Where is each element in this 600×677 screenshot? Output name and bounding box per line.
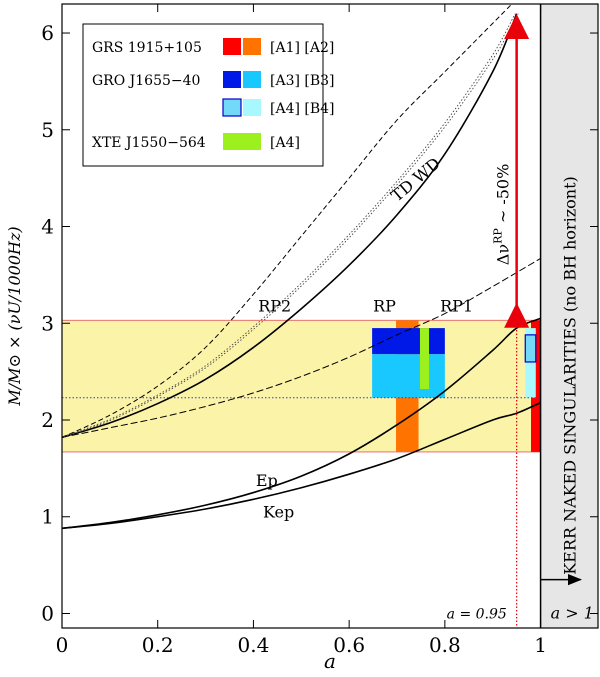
y-axis-label: M/M⊙ × (νU/1000Hz) <box>5 226 24 406</box>
legend-swatch-3-0 <box>223 133 261 150</box>
delta-symbol: Δν <box>494 244 513 265</box>
y-tick-label-5: 5 <box>41 118 54 142</box>
legend-box <box>82 23 324 167</box>
curve-label-rp: RP <box>373 297 396 316</box>
rect-A4_gro <box>524 334 537 363</box>
curve-rp2 <box>62 4 513 438</box>
naked-singularity-region <box>540 4 598 628</box>
delta-suffix: ~ -50% <box>494 164 513 229</box>
x-tick-label-2: 0.4 <box>238 633 270 657</box>
legend-tag-1: [A3] [B3] <box>270 73 335 89</box>
y-tick-label-1: 1 <box>41 505 54 529</box>
legend-source-0: GRS 1915+105 <box>92 40 202 56</box>
vline-label: a = 0.95 <box>447 606 507 622</box>
y-tick-label-2: 2 <box>41 408 54 432</box>
x-tick-label-3: 0.6 <box>333 633 365 657</box>
x-tick-label-4: 0.8 <box>429 633 461 657</box>
legend-swatch-1-0 <box>223 71 241 88</box>
y-tick-label-4: 4 <box>41 215 54 239</box>
legend-source-1: GRO J1655−40 <box>92 73 200 89</box>
legend-tag-2: [A4] [B4] <box>270 101 335 117</box>
y-tick-label-6: 6 <box>41 21 54 45</box>
curve-td-wd-b <box>63 13 519 438</box>
legend-source-3: XTE J1550−564 <box>92 135 206 151</box>
delta-label: ΔνRP ~ -50% <box>492 164 513 266</box>
legend-tag-3: [A4] <box>270 135 300 151</box>
legend-swatch-0-0 <box>223 38 241 55</box>
curve-rp1 <box>62 258 541 438</box>
curve-rp <box>62 13 518 439</box>
naked-singularity-label: KERR NAKED SINGULARITIES (no BH horizont… <box>560 176 579 575</box>
axes-frame <box>61 3 599 629</box>
curve-label-td-wd: TD WD <box>387 154 444 206</box>
y-tick-label-3: 3 <box>41 311 54 335</box>
legend-tag-0: [A1] [A2] <box>270 40 334 56</box>
rect-A3 <box>372 328 445 355</box>
curve-ep <box>62 317 541 530</box>
curve-label-rp1: RP1 <box>440 297 473 316</box>
curve-label-rp2: RP2 <box>258 297 291 316</box>
x-tick-label-0: 0 <box>56 633 69 657</box>
legend: GRS 1915+105 [A1] [A2] GRO J1655−40 [A3] [B… <box>82 23 335 167</box>
delta-superscript: RP <box>492 228 505 244</box>
curve-label-ep: Ep <box>256 471 278 490</box>
legend-swatch-2-1 <box>243 99 261 116</box>
rect-A4_green <box>419 328 430 390</box>
rect-B4 <box>525 328 536 398</box>
curve-td-wd <box>62 13 519 438</box>
y-tick-label-0: 0 <box>41 601 54 625</box>
legend-swatch-1-1 <box>243 71 261 88</box>
curve-td-wd-a <box>62 13 516 438</box>
curve-kep <box>62 401 541 530</box>
x-axis-label: a <box>324 649 336 673</box>
legend-swatch-0-1 <box>243 38 261 55</box>
x-tick-label-5: 1 <box>534 633 547 657</box>
rect-B3 <box>372 354 445 398</box>
x-tick-label-1: 0.2 <box>142 633 174 657</box>
naked-arrow-label: a > 1 <box>551 603 594 622</box>
band-region <box>61 319 542 453</box>
curve-label-kep: Kep <box>263 503 294 522</box>
legend-swatch-2-0 <box>222 98 242 117</box>
